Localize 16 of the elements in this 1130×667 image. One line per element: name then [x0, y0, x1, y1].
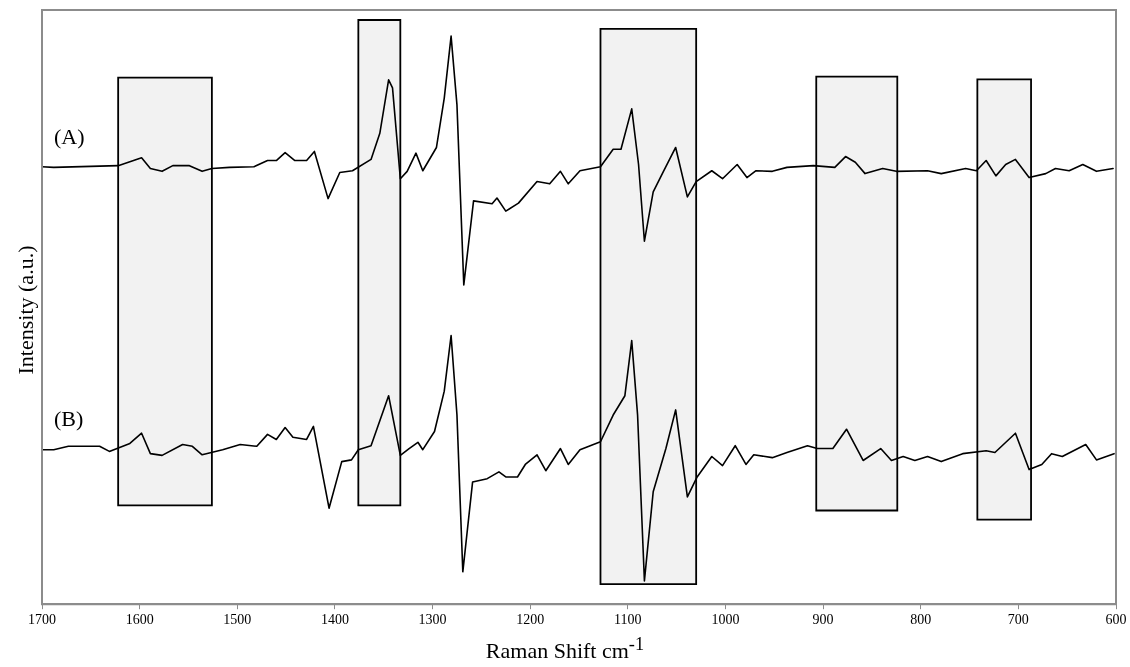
- x-tick-label: 1100: [614, 612, 642, 628]
- x-tick-label: 1200: [516, 612, 545, 628]
- x-tick-label: 1700: [28, 612, 56, 628]
- x-tick-label: 1400: [320, 612, 349, 628]
- x-tick-label: 1000: [711, 612, 740, 628]
- series-label: (B): [54, 406, 84, 432]
- x-tick-label: 800: [910, 612, 932, 628]
- x-tick-label: 1300: [418, 612, 447, 628]
- x-tick-label: 1500: [223, 612, 252, 628]
- x-tick-label: 900: [812, 612, 834, 628]
- x-tick-label: 700: [1007, 612, 1029, 628]
- series-label: (A): [54, 123, 85, 149]
- x-axis-title: Raman Shift cm$^{-1}$: [484, 634, 646, 665]
- x-tick-label: 1600: [125, 612, 154, 628]
- x-tick-label: 600: [1105, 612, 1127, 628]
- y-axis-title: Intensity (a.u.): [13, 245, 39, 375]
